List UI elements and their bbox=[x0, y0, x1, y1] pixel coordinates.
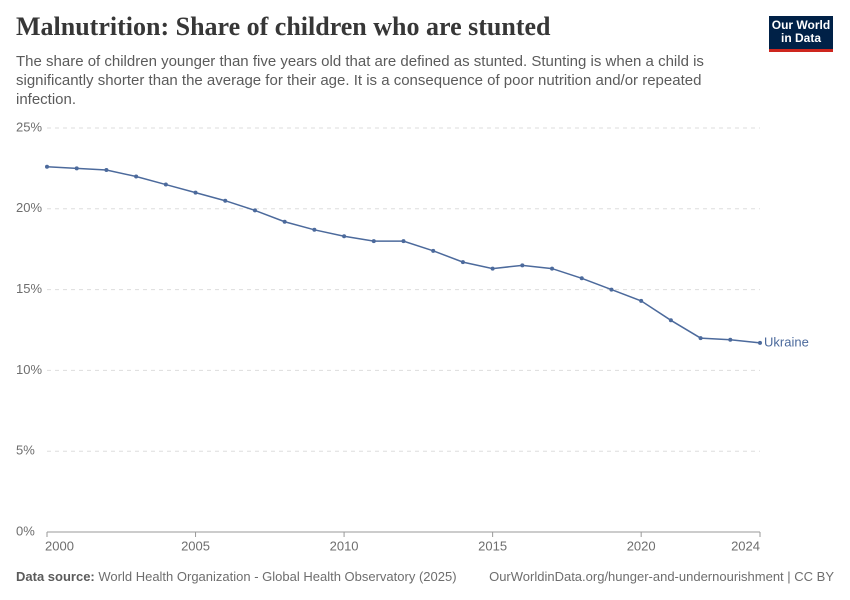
point bbox=[490, 266, 495, 271]
point bbox=[371, 239, 376, 244]
point bbox=[134, 174, 139, 179]
point bbox=[223, 198, 228, 203]
point bbox=[639, 298, 644, 303]
point bbox=[758, 340, 762, 345]
logo-line: Our World bbox=[771, 18, 831, 32]
point bbox=[74, 166, 79, 171]
point bbox=[401, 239, 406, 244]
logo-line: in Data bbox=[780, 31, 821, 45]
source: Data source: World Health Organization -… bbox=[16, 569, 457, 584]
point bbox=[104, 168, 109, 173]
point bbox=[431, 248, 436, 253]
point bbox=[45, 164, 49, 169]
point bbox=[668, 318, 673, 323]
chart-title: Malnutrition: Share of children who are … bbox=[16, 12, 551, 41]
point bbox=[252, 208, 257, 213]
point bbox=[342, 234, 347, 239]
point bbox=[460, 260, 465, 265]
y-tick-label: 0% bbox=[16, 523, 35, 538]
point bbox=[282, 219, 287, 224]
x-tick-label: 2005 bbox=[181, 538, 210, 553]
point bbox=[520, 263, 525, 268]
line bbox=[46, 166, 761, 344]
url[interactable]: OurWorldinData.org/hunger-and-undernouri… bbox=[489, 569, 834, 584]
y-tick-label: 20% bbox=[16, 200, 42, 215]
point bbox=[609, 287, 614, 292]
x-tick-label: 2000 bbox=[45, 538, 74, 553]
y-tick-label: 15% bbox=[16, 281, 42, 296]
point bbox=[698, 336, 703, 341]
y-tick-label: 25% bbox=[16, 119, 42, 134]
chart-subtitle: The share of children younger than five … bbox=[16, 53, 704, 108]
logo[interactable]: Our World in Data bbox=[769, 16, 833, 52]
x-tick-label: 2015 bbox=[478, 538, 507, 553]
y-tick-label: 5% bbox=[16, 443, 35, 458]
y-tick-label: 10% bbox=[16, 362, 42, 377]
point bbox=[579, 276, 584, 281]
series-label: Ukraine bbox=[764, 334, 809, 349]
point bbox=[163, 182, 168, 187]
x-tick-label: 2010 bbox=[330, 538, 359, 553]
source-text: World Health Organization - Global Healt… bbox=[98, 569, 457, 584]
source-label: Data source: bbox=[16, 569, 95, 584]
point bbox=[728, 337, 733, 342]
x-tick-label: 2024 bbox=[731, 538, 760, 553]
point bbox=[312, 227, 317, 232]
point bbox=[550, 266, 555, 271]
x-tick-label: 2020 bbox=[627, 538, 656, 553]
point bbox=[193, 190, 198, 195]
